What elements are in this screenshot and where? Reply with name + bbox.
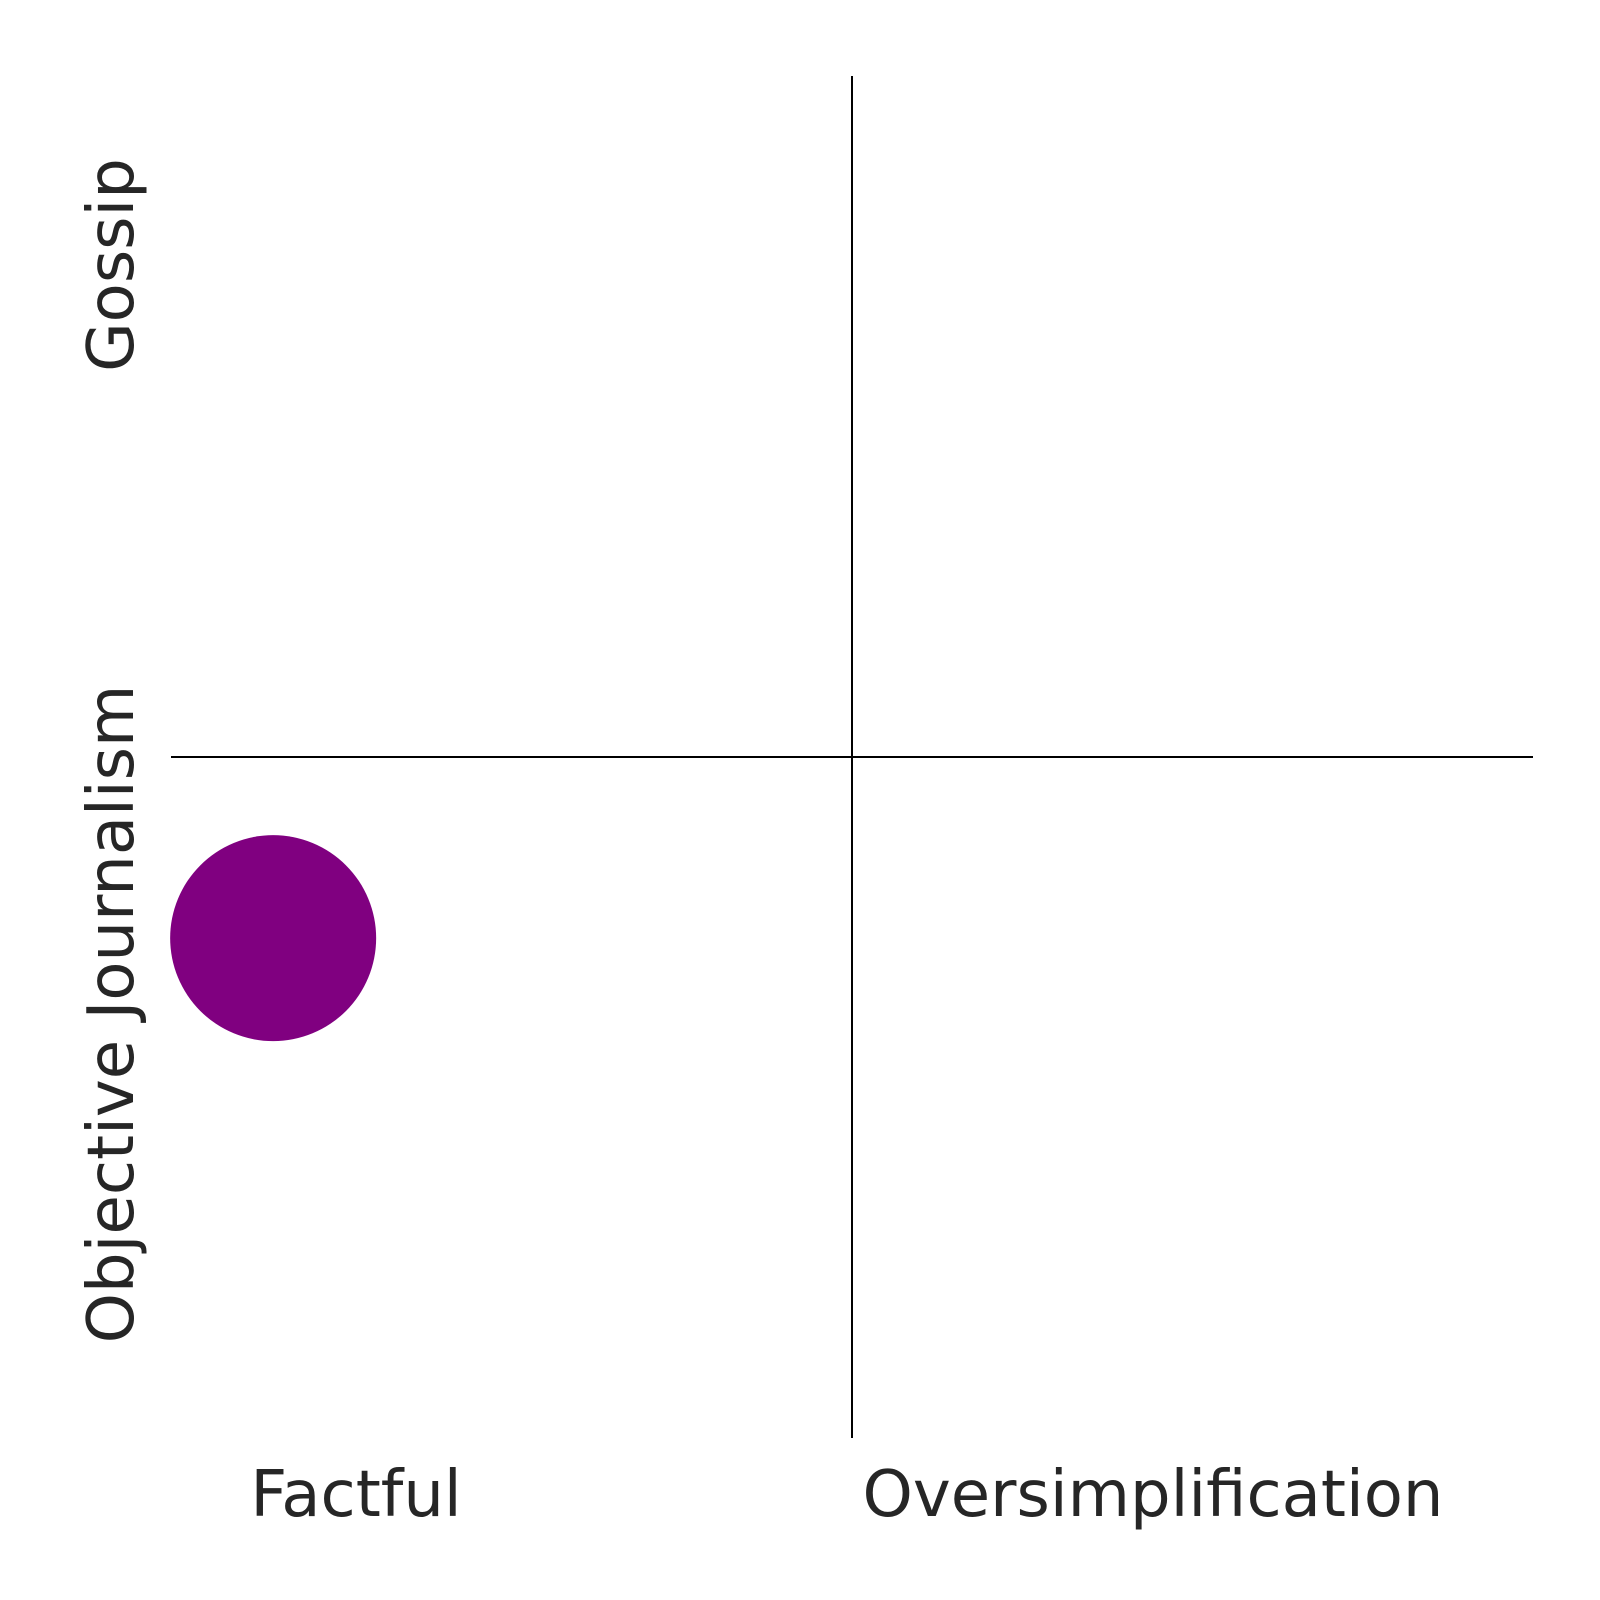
x-axis-label-right: Oversimplification <box>863 1458 1444 1532</box>
x-axis-label-left: Factful <box>250 1458 461 1532</box>
data-point-1 <box>170 835 377 1042</box>
y-axis-label-top: Gossip <box>75 158 149 372</box>
y-axis-label-bottom: Objective Journalism <box>75 685 149 1344</box>
points-layer <box>170 835 377 1042</box>
